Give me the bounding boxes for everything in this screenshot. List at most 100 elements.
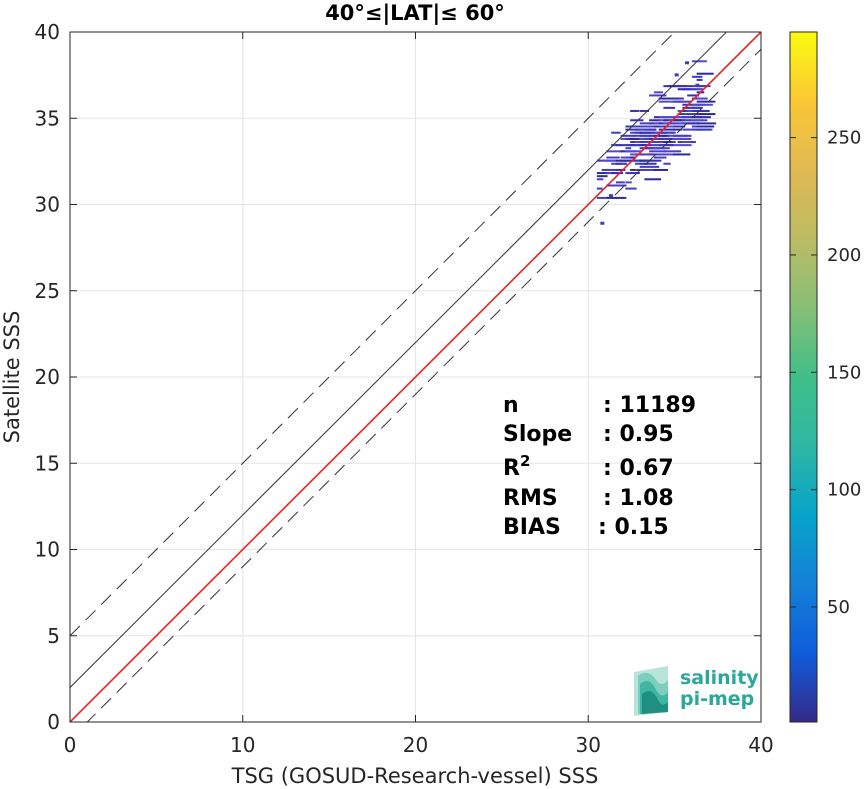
stats-block: n: 11189 Slope: 0.95 R2: 0.67 RMS: 1.08 BIAS… <box>503 393 696 540</box>
density-cell <box>682 141 691 144</box>
colorbar-ticks: 50 100 150 200 250 <box>790 128 861 618</box>
lower-bound-line <box>86 48 761 722</box>
density-cell <box>596 196 608 199</box>
stat-label: n <box>503 393 519 418</box>
density-outlier <box>600 221 605 225</box>
density-cell <box>649 94 667 97</box>
density-cell <box>625 181 632 184</box>
density-cell <box>672 153 691 156</box>
density-cell <box>653 144 663 147</box>
density-cell <box>663 137 682 140</box>
y-tick-label: 15 <box>35 451 60 475</box>
density-cell <box>677 113 684 116</box>
density-cell <box>630 144 640 147</box>
density-cell <box>596 178 604 181</box>
x-axis-ticks: 0 10 20 30 40 <box>64 32 774 757</box>
x-tick-label: 0 <box>64 733 77 757</box>
density-cell <box>649 119 662 122</box>
density-cell <box>634 131 642 134</box>
stat-label: RMS <box>503 486 558 511</box>
density-cell <box>696 125 715 128</box>
density-cell <box>696 72 714 75</box>
density-cell <box>663 153 674 156</box>
density-cell <box>696 103 713 106</box>
density-cell <box>663 122 670 125</box>
density-cell <box>668 116 677 119</box>
density-cell <box>682 128 690 131</box>
density-cell <box>658 125 667 128</box>
density-outlier <box>608 194 613 198</box>
density-cell <box>696 113 716 116</box>
density-cell <box>653 91 663 94</box>
density-cell <box>644 162 657 165</box>
density-cell <box>606 196 627 199</box>
density-cell <box>630 168 639 171</box>
y-tick-label: 30 <box>35 193 60 217</box>
density-cell <box>620 162 627 165</box>
density-cell <box>677 137 691 140</box>
density-cell <box>658 131 666 134</box>
chart-title: 40°≤|LAT|≤ 60° <box>325 1 505 26</box>
regression-line <box>70 32 761 722</box>
density-cell <box>691 113 699 116</box>
density-cell <box>672 85 693 88</box>
density-cell <box>644 159 662 162</box>
stat-label: BIAS <box>503 515 561 540</box>
density-cell <box>630 156 636 159</box>
density-cell <box>620 134 636 137</box>
x-tick-label: 10 <box>230 733 255 757</box>
density-cell <box>606 156 620 159</box>
stat-value: : 0.15 <box>598 515 669 540</box>
y-tick-label: 20 <box>35 365 60 389</box>
density-cell <box>691 60 707 63</box>
density-cell <box>687 94 700 97</box>
density-cell <box>625 150 643 153</box>
upper-bound-line <box>70 32 676 637</box>
x-axis-label: TSG (GOSUD-Research-vessel) SSS <box>231 764 599 788</box>
density-cell <box>677 100 692 103</box>
colorbar-tick-label: 50 <box>827 597 850 618</box>
y-tick-label: 40 <box>35 20 60 44</box>
density-cell <box>653 131 662 134</box>
density-cell <box>625 147 632 150</box>
density-cell <box>672 134 692 137</box>
density-cell <box>696 122 717 125</box>
density-cell <box>668 122 677 125</box>
density-cell <box>672 144 692 147</box>
density-cell <box>682 113 691 116</box>
density-cell <box>653 147 668 150</box>
density-cell <box>653 168 669 171</box>
colorbar-tick-label: 100 <box>827 480 861 501</box>
density-cell <box>658 134 670 137</box>
logo-line2: pi-mep <box>680 688 754 710</box>
density-cell <box>596 172 610 175</box>
density-cell <box>644 137 653 140</box>
density-cell <box>639 122 658 125</box>
logo-line1: salinity <box>680 667 759 689</box>
density-cell <box>639 165 660 168</box>
density-outlier <box>684 61 689 65</box>
density-cell <box>691 119 704 122</box>
density-outlier <box>695 83 700 87</box>
density-cell <box>663 162 671 165</box>
y-axis-ticks: 0 5 10 15 20 25 30 35 40 <box>35 20 761 734</box>
density-cell <box>696 78 703 81</box>
x-tick-label: 20 <box>403 733 428 757</box>
density-cell <box>672 119 687 122</box>
stat-value: : 11189 <box>603 393 696 418</box>
density-cell <box>625 187 637 190</box>
density-cell <box>634 168 656 171</box>
density-cell <box>682 119 691 122</box>
density-cell <box>606 184 627 187</box>
density-cell <box>658 97 679 100</box>
density-cell <box>639 162 648 165</box>
density-cell <box>644 178 662 181</box>
reference-lines <box>70 32 761 722</box>
density-cell <box>630 119 644 122</box>
density-outlier <box>674 73 679 77</box>
density-cell <box>601 159 611 162</box>
y-tick-label: 5 <box>47 624 60 648</box>
density-cell <box>691 109 710 112</box>
density-cell <box>649 150 666 153</box>
density-cell <box>663 150 682 153</box>
